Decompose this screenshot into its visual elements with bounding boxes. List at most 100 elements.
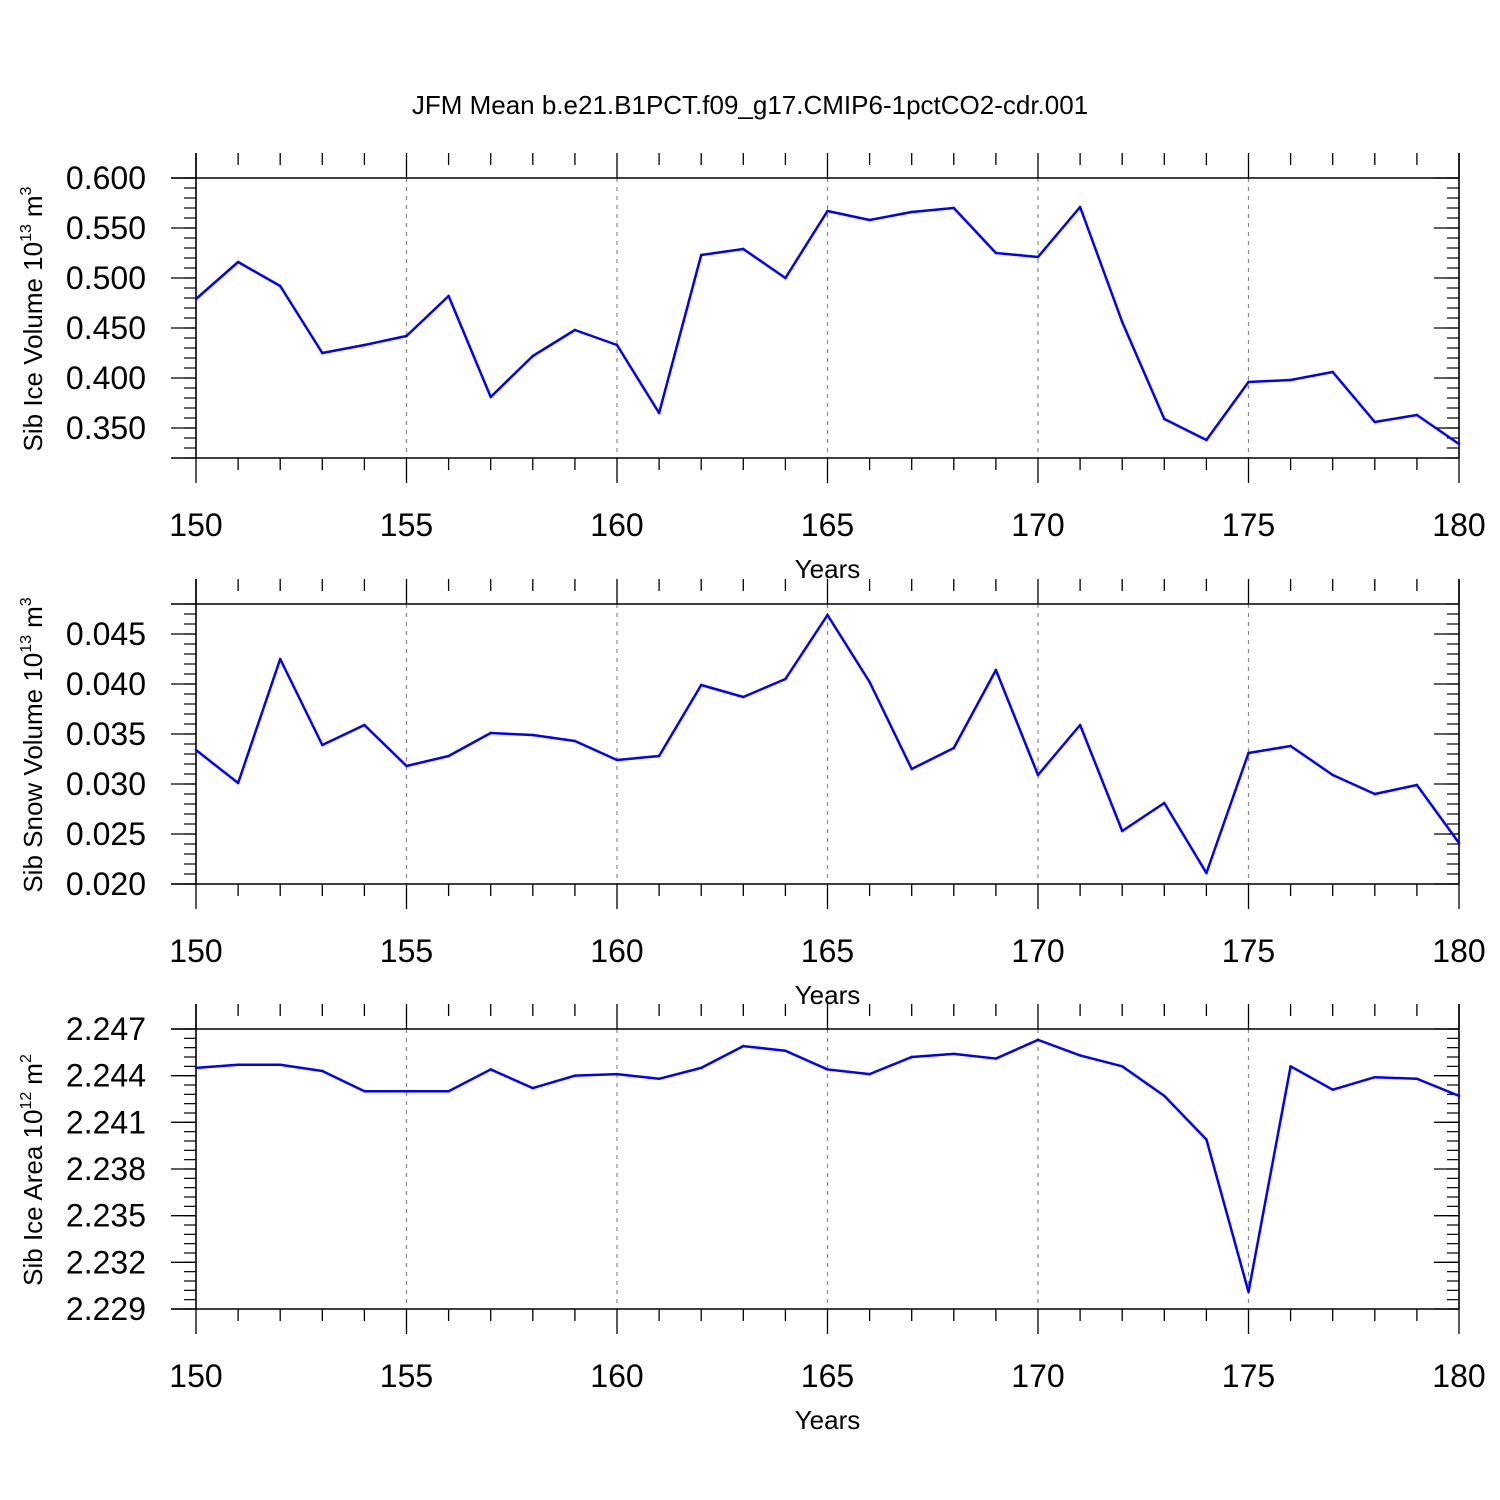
chart-title: JFM Mean b.e21.B1PCT.f09_g17.CMIP6-1pctC…	[412, 90, 1088, 120]
y-tick-label: 0.550	[66, 210, 146, 246]
data-point	[363, 343, 366, 347]
data-point	[1078, 205, 1082, 209]
series-segment	[531, 1074, 577, 1090]
data-point	[1036, 255, 1040, 259]
series-segment	[1247, 744, 1292, 755]
y-tick-label: 0.400	[66, 360, 146, 396]
x-tick-label: 160	[590, 1358, 643, 1394]
data-point	[700, 683, 703, 687]
y-axis-label-ylabel-unit-exp: 3	[18, 597, 35, 606]
y-axis-label-ylabel-exp: 12	[18, 1092, 35, 1110]
data-point	[1415, 1077, 1419, 1080]
y-axis-label-ylabel-unit: m	[18, 606, 48, 628]
series-segment	[1289, 744, 1334, 777]
series-segment	[321, 1069, 366, 1093]
series-segment	[1078, 723, 1124, 833]
series-segment	[1163, 1094, 1208, 1141]
x-tick-label: 180	[1432, 507, 1485, 543]
series-segment	[363, 334, 408, 347]
data-point	[742, 247, 745, 251]
series-segment	[236, 260, 282, 288]
series-segment	[447, 1068, 492, 1093]
data-point	[1121, 1065, 1124, 1068]
data-point	[236, 260, 240, 264]
series-segment	[1036, 723, 1082, 777]
data-point	[405, 764, 408, 768]
series-segment	[826, 209, 871, 222]
data-point	[1331, 370, 1334, 374]
x-tick-label: 175	[1222, 933, 1275, 969]
data-point	[1289, 378, 1292, 382]
series-segment	[1120, 801, 1166, 833]
data-point	[405, 1090, 408, 1093]
data-point	[700, 253, 703, 257]
y-axis-label-ylabel-unit: m	[18, 195, 48, 217]
data-point	[826, 209, 829, 213]
y-tick-label: 2.238	[66, 1151, 146, 1187]
data-point	[489, 1068, 492, 1071]
data-point	[194, 1066, 198, 1070]
x-tick-label: 180	[1432, 1358, 1485, 1394]
data-point	[826, 613, 829, 617]
series-segment	[278, 657, 324, 747]
y-axis-label-ylabel-exp: 13	[18, 635, 35, 653]
x-tick-label: 170	[1011, 933, 1064, 969]
data-point	[910, 210, 913, 214]
series-segment	[657, 683, 703, 758]
series-segment	[615, 1072, 661, 1081]
data-point	[363, 723, 366, 727]
data-point	[784, 276, 787, 280]
data-point	[573, 328, 577, 332]
series-segment	[952, 1052, 998, 1060]
data-point	[1415, 413, 1419, 417]
series-segment	[1205, 751, 1250, 875]
data-point	[363, 1090, 366, 1093]
series-segment	[447, 294, 492, 399]
y-tick-label: 0.500	[66, 260, 146, 296]
series-segment	[1415, 413, 1461, 446]
data-point	[1205, 438, 1208, 442]
y-axis-label-ylabel-main: Sib Ice Volume 10	[18, 242, 48, 452]
y-tick-label: 0.030	[66, 766, 146, 802]
series-segment	[742, 247, 787, 280]
series-segment	[910, 746, 956, 771]
x-axis-label: Years	[795, 1405, 861, 1435]
data-point	[784, 1049, 787, 1052]
series-segment	[1078, 1054, 1124, 1068]
y-tick-label: 0.450	[66, 310, 146, 346]
data-point	[531, 1086, 534, 1090]
data-point	[742, 1044, 745, 1048]
series-segment	[826, 1068, 871, 1076]
data-point	[1121, 829, 1124, 833]
series-segment	[615, 343, 661, 415]
series-segment	[489, 354, 535, 399]
y-tick-label: 0.020	[66, 866, 146, 902]
data-point	[194, 748, 198, 752]
data-point	[1205, 871, 1208, 875]
series-segment	[194, 748, 240, 785]
series-segment	[952, 668, 998, 750]
data-point	[1121, 320, 1124, 324]
data-point	[194, 297, 198, 301]
series-segment	[1163, 417, 1208, 442]
data-point	[279, 284, 282, 288]
x-tick-label: 165	[801, 1358, 854, 1394]
y-tick-label: 0.035	[66, 716, 146, 752]
data-point	[910, 1055, 913, 1059]
x-tick-label: 170	[1011, 1358, 1064, 1394]
x-tick-label: 160	[590, 933, 643, 969]
data-point	[1331, 1088, 1334, 1091]
series-segment	[1331, 773, 1377, 796]
data-point	[700, 1066, 703, 1070]
series-segment	[1247, 378, 1292, 384]
series-segment	[910, 1052, 956, 1059]
series-segment	[194, 260, 240, 301]
series-segment	[489, 1068, 535, 1090]
series-segment	[1205, 1138, 1250, 1294]
data-point	[489, 395, 492, 399]
data-point	[321, 1069, 324, 1073]
series-segment	[784, 209, 829, 280]
y-tick-label: 2.229	[66, 1291, 146, 1327]
ice-area-panel: 2.229 2.232 2.235 2.238 2.241 2.244 2.247 150 15…	[18, 1004, 1486, 1435]
series-segment	[1331, 370, 1377, 424]
